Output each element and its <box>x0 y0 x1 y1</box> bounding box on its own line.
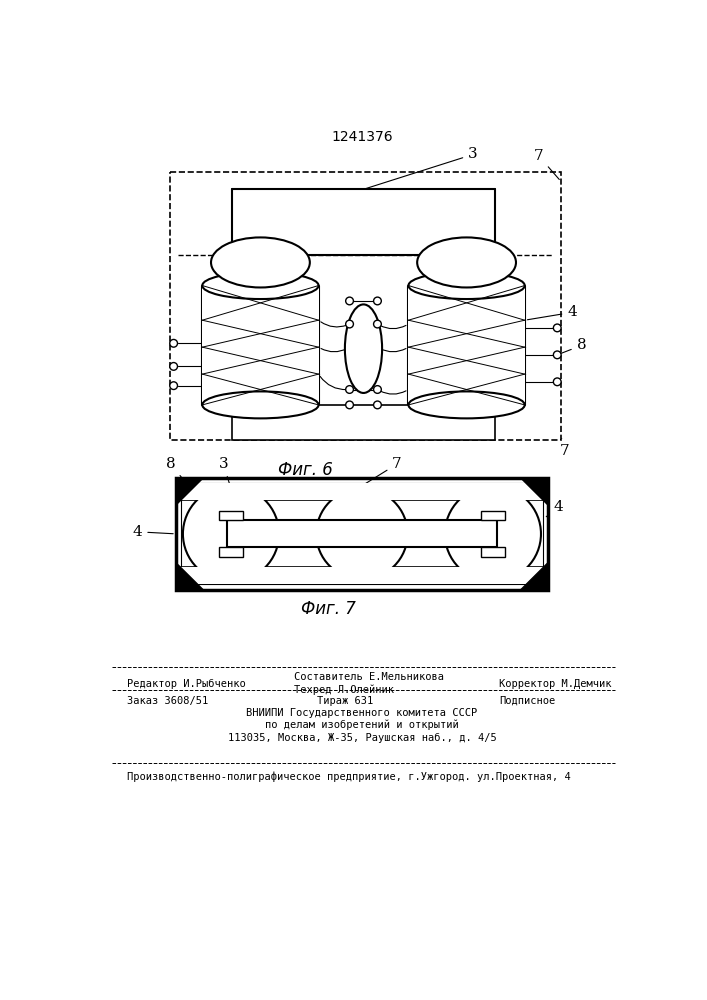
Text: Производственно-полиграфическое предприятие, г.Ужгород. ул.Проектная, 4: Производственно-полиграфическое предприя… <box>127 772 571 782</box>
Text: Тираж 631: Тираж 631 <box>317 696 373 706</box>
Bar <box>409 286 525 405</box>
Text: Фиг. 6: Фиг. 6 <box>278 461 333 479</box>
Ellipse shape <box>409 272 525 299</box>
Circle shape <box>170 382 177 390</box>
Bar <box>170 172 561 440</box>
Text: 8: 8 <box>166 457 189 487</box>
Polygon shape <box>176 478 203 505</box>
Text: 8: 8 <box>560 338 586 354</box>
Circle shape <box>373 386 381 393</box>
Circle shape <box>346 297 354 305</box>
Text: 7: 7 <box>559 438 569 458</box>
Circle shape <box>554 378 561 386</box>
Text: Корректор М.Демчик: Корректор М.Демчик <box>499 679 612 689</box>
Bar <box>219 511 243 520</box>
Bar <box>219 547 243 557</box>
Text: Подписное: Подписное <box>499 696 556 706</box>
Circle shape <box>170 363 177 370</box>
Circle shape <box>170 339 177 347</box>
Circle shape <box>554 351 561 359</box>
Ellipse shape <box>202 391 319 418</box>
Ellipse shape <box>211 237 310 287</box>
Text: 4: 4 <box>132 525 173 539</box>
Text: Заказ 3608/51: Заказ 3608/51 <box>127 696 209 706</box>
Text: 113035, Москва, Ж-35, Раушская наб., д. 4/5: 113035, Москва, Ж-35, Раушская наб., д. … <box>228 732 496 743</box>
Circle shape <box>554 324 561 332</box>
Polygon shape <box>176 563 203 590</box>
Ellipse shape <box>409 391 525 418</box>
Circle shape <box>373 401 381 409</box>
Bar <box>182 483 542 584</box>
Text: ВНИИПИ Государственного комитета СССР: ВНИИПИ Государственного комитета СССР <box>246 708 477 718</box>
Text: 4: 4 <box>527 305 577 320</box>
Circle shape <box>346 386 354 393</box>
Bar <box>202 286 319 405</box>
Bar <box>182 483 542 500</box>
Text: 3: 3 <box>366 147 478 188</box>
Text: 4: 4 <box>547 500 563 517</box>
Circle shape <box>316 489 408 579</box>
Circle shape <box>445 486 541 582</box>
Ellipse shape <box>345 304 382 393</box>
Circle shape <box>183 486 279 582</box>
Text: по делам изобретений и открытий: по делам изобретений и открытий <box>265 720 459 730</box>
Bar <box>481 547 505 557</box>
Ellipse shape <box>202 272 319 299</box>
Bar <box>481 511 505 520</box>
Text: Техред Л.Олейник: Техред Л.Олейник <box>293 685 394 695</box>
Text: 7: 7 <box>364 457 402 484</box>
Polygon shape <box>521 478 548 505</box>
Text: 3: 3 <box>218 457 242 524</box>
Circle shape <box>346 320 354 328</box>
Bar <box>227 520 497 547</box>
Bar <box>232 405 495 440</box>
Circle shape <box>373 297 381 305</box>
Circle shape <box>346 401 354 409</box>
Text: Составитель Е.Мельникова: Составитель Е.Мельникова <box>293 672 444 682</box>
Ellipse shape <box>417 237 516 287</box>
Text: 7: 7 <box>534 149 559 180</box>
Circle shape <box>373 320 381 328</box>
Text: 1241376: 1241376 <box>331 130 393 144</box>
Bar <box>176 478 548 590</box>
Bar <box>182 567 542 584</box>
Polygon shape <box>521 563 548 590</box>
Text: Редактор И.Рыбченко: Редактор И.Рыбченко <box>127 679 246 689</box>
Text: Фиг. 7: Фиг. 7 <box>301 600 356 618</box>
